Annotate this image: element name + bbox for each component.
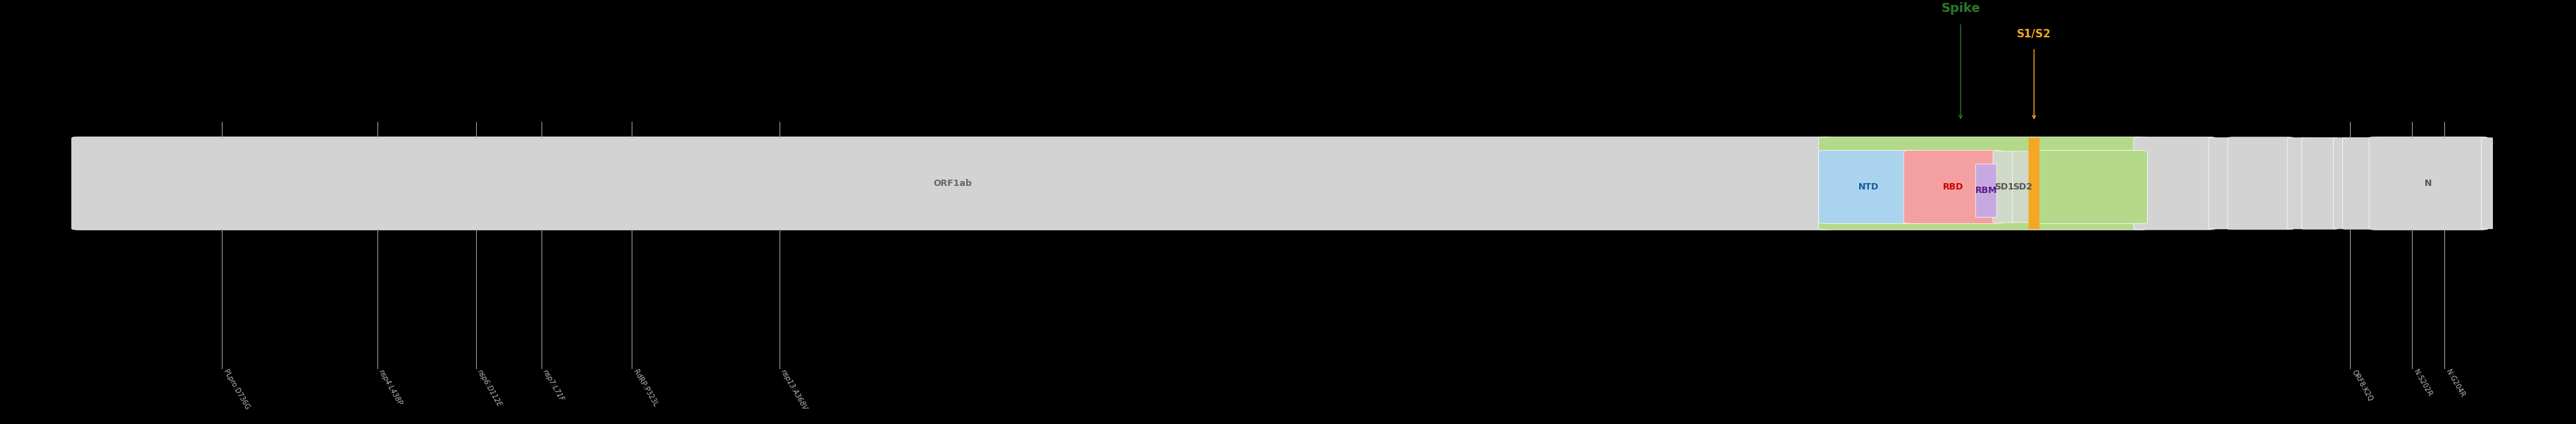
Text: nsp6:D112E: nsp6:D112E [477, 368, 502, 408]
FancyBboxPatch shape [2228, 137, 2293, 229]
Text: SD1: SD1 [1994, 182, 2014, 192]
FancyBboxPatch shape [2300, 137, 2336, 229]
FancyBboxPatch shape [1819, 137, 2148, 230]
Text: nsp7:L71F: nsp7:L71F [541, 368, 567, 403]
Text: Spike: Spike [1940, 2, 1981, 14]
Text: ORF8:K2Q: ORF8:K2Q [2349, 368, 2375, 402]
FancyBboxPatch shape [1819, 151, 1919, 223]
Text: S1/S2: S1/S2 [2017, 29, 2050, 39]
Text: SD2: SD2 [2012, 182, 2032, 192]
FancyBboxPatch shape [2370, 137, 2488, 230]
Text: nsp13:A368V: nsp13:A368V [781, 368, 809, 412]
FancyBboxPatch shape [2030, 151, 2148, 223]
Text: RBD: RBD [1942, 182, 1963, 192]
Text: RdRP:P323L: RdRP:P323L [631, 368, 659, 408]
FancyBboxPatch shape [1904, 151, 2002, 223]
FancyBboxPatch shape [2342, 137, 2378, 229]
FancyBboxPatch shape [2012, 151, 2032, 223]
Text: nsp4:L438P: nsp4:L438P [379, 368, 404, 407]
Text: N: N [2424, 179, 2432, 188]
Text: PLpro:D736G: PLpro:D736G [222, 368, 250, 411]
FancyBboxPatch shape [1994, 151, 2017, 223]
FancyBboxPatch shape [2030, 138, 2038, 229]
Text: RBM: RBM [1976, 186, 1996, 195]
Text: N:G204R: N:G204R [2445, 368, 2465, 399]
FancyBboxPatch shape [2133, 137, 2215, 230]
FancyBboxPatch shape [1976, 164, 1996, 217]
Text: ORF1ab: ORF1ab [933, 179, 971, 188]
FancyBboxPatch shape [2027, 138, 2040, 229]
Text: NTD: NTD [1857, 182, 1878, 192]
FancyBboxPatch shape [2481, 138, 2494, 229]
FancyBboxPatch shape [2334, 138, 2347, 229]
Text: N:S202R: N:S202R [2411, 368, 2432, 398]
FancyBboxPatch shape [2208, 138, 2231, 229]
FancyBboxPatch shape [2287, 138, 2306, 229]
FancyBboxPatch shape [72, 137, 1834, 230]
